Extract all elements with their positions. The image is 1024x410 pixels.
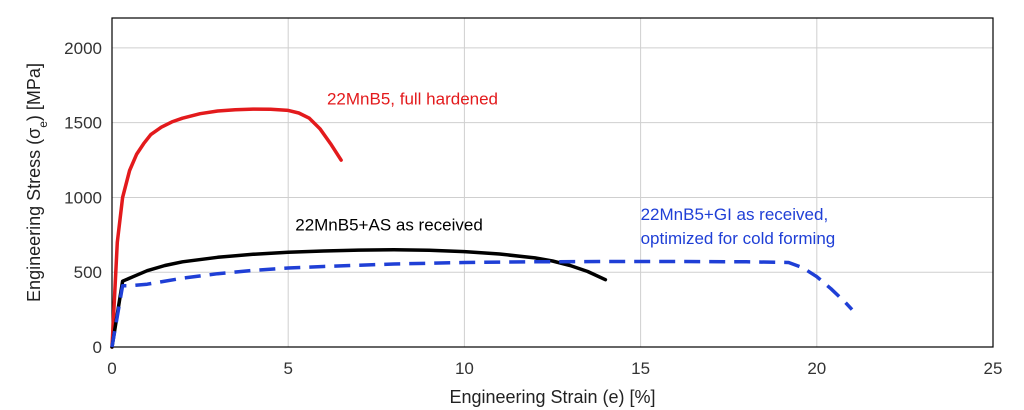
plot-frame: [111, 17, 994, 348]
annotations: 22MnB5, full hardened 22MnB5+AS as receiv…: [295, 90, 835, 248]
y-tick-label: 0: [93, 338, 102, 357]
y-axis-label-sub: e: [36, 121, 50, 128]
grid-lines: [111, 18, 994, 348]
x-tick-label: 10: [455, 359, 474, 378]
series-line-3: [110, 259, 854, 348]
y-tick-label: 2000: [64, 39, 102, 58]
annotation-label: optimized for cold forming: [641, 229, 836, 248]
series-line-2: [110, 248, 608, 349]
x-tick-label: 5: [283, 359, 292, 378]
annotation-label: 22MnB5+AS as received: [295, 215, 483, 234]
y-tick-label: 500: [74, 263, 102, 282]
series-line-1: [110, 107, 343, 349]
tick-labels: 0 5 10 15 20 25 0 500 1000 1500 2000: [64, 39, 1002, 378]
x-axis-label: Engineering Strain (e) [%]: [449, 387, 655, 407]
x-tick-label: 25: [984, 359, 1003, 378]
x-tick-label: 0: [107, 359, 116, 378]
x-tick-label: 20: [807, 359, 826, 378]
y-tick-label: 1500: [64, 114, 102, 133]
x-tick-label: 15: [631, 359, 650, 378]
y-axis-label-post: ) [MPa]: [24, 63, 44, 121]
data-series: [110, 107, 854, 349]
annotation-label: 22MnB5, full hardened: [327, 90, 498, 109]
y-axis-label-pre: Engineering Stress (σ: [24, 128, 44, 302]
y-axis-label: Engineering Stress (σe) [MPa]: [24, 63, 50, 302]
annotation-label: 22MnB5+GI as received,: [641, 205, 829, 224]
y-tick-label: 1000: [64, 188, 102, 207]
